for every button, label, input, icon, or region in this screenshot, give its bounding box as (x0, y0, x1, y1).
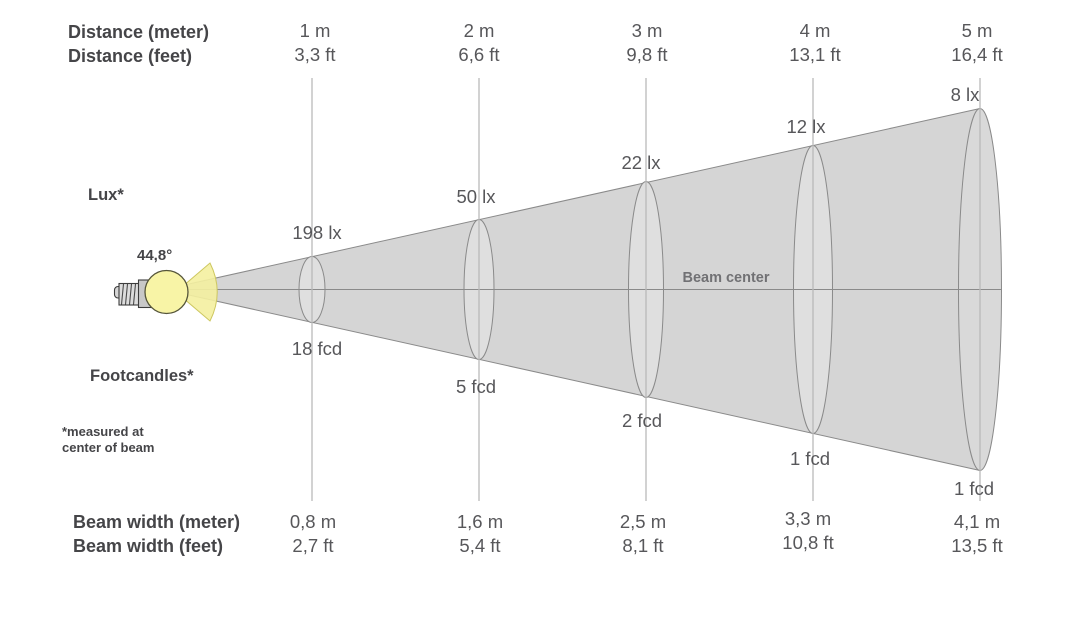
beam-angle-label: 44,8° (137, 247, 173, 264)
thread-line (128, 283, 133, 305)
fcd-value-2m: 5 fcd (455, 376, 497, 397)
light-bulb-icon (113, 262, 218, 322)
footnote-line-2: center of beam (62, 439, 155, 455)
beam-width-m-3m: 2,5 m (619, 511, 667, 532)
beam-width-meter-header: Beam width (meter) (73, 512, 241, 532)
distance-m-2m: 2 m (463, 20, 495, 41)
beam-center-label: Beam center (682, 270, 770, 286)
lux-value-3m: 22 lx (621, 152, 661, 173)
lux-value-4m: 12 lx (786, 116, 826, 137)
beam-width-ft-2m: 5,4 ft (459, 535, 501, 556)
thread-line (124, 283, 129, 305)
distance-m-4m: 4 m (799, 20, 831, 41)
fcd-value-4m: 1 fcd (789, 448, 831, 469)
beam-width-m-1m: 0,8 m (289, 511, 337, 532)
distance-meter-header: Distance (meter) (68, 22, 210, 42)
beam-width-ft-5m: 13,5 ft (951, 535, 1003, 556)
fcd-value-1m: 18 fcd (291, 338, 343, 359)
distance-m-1m: 1 m (299, 20, 331, 41)
lux-value-1m: 198 lx (292, 222, 342, 243)
distance-ft-5m: 16,4 ft (951, 44, 1003, 65)
distance-ft-1m: 3,3 ft (294, 44, 336, 65)
lux-value-5m: 8 lx (950, 84, 980, 105)
distance-ft-2m: 6,6 ft (458, 44, 500, 65)
distance-ft-4m: 13,1 ft (789, 44, 841, 65)
light-flare (183, 262, 218, 322)
distance-feet-header: Distance (feet) (68, 46, 193, 66)
beam-width-ft-4m: 10,8 ft (782, 532, 834, 553)
beam-width-feet-header: Beam width (feet) (73, 536, 224, 556)
footcandles-header: Footcandles* (90, 367, 194, 385)
beam-width-m-5m: 4,1 m (953, 511, 1001, 532)
distance-m-5m: 5 m (961, 20, 993, 41)
fcd-value-5m: 1 fcd (953, 478, 995, 499)
beam-width-ft-1m: 2,7 ft (292, 535, 334, 556)
thread-line (132, 283, 137, 305)
beam-width-m-2m: 1,6 m (456, 511, 504, 532)
bulb-globe (144, 269, 189, 315)
beam-width-m-4m: 3,3 m (784, 508, 832, 529)
lux-header: Lux* (88, 186, 124, 204)
distance-m-3m: 3 m (631, 20, 663, 41)
thread-line (120, 283, 125, 305)
measurement-footnote: *measured at center of beam (62, 424, 154, 455)
lux-value-2m: 50 lx (456, 186, 496, 207)
fcd-value-3m: 2 fcd (621, 410, 663, 431)
distance-ft-3m: 9,8 ft (626, 44, 668, 65)
footnote-line-1: *measured at (62, 424, 144, 439)
beam-width-ft-3m: 8,1 ft (622, 535, 664, 556)
